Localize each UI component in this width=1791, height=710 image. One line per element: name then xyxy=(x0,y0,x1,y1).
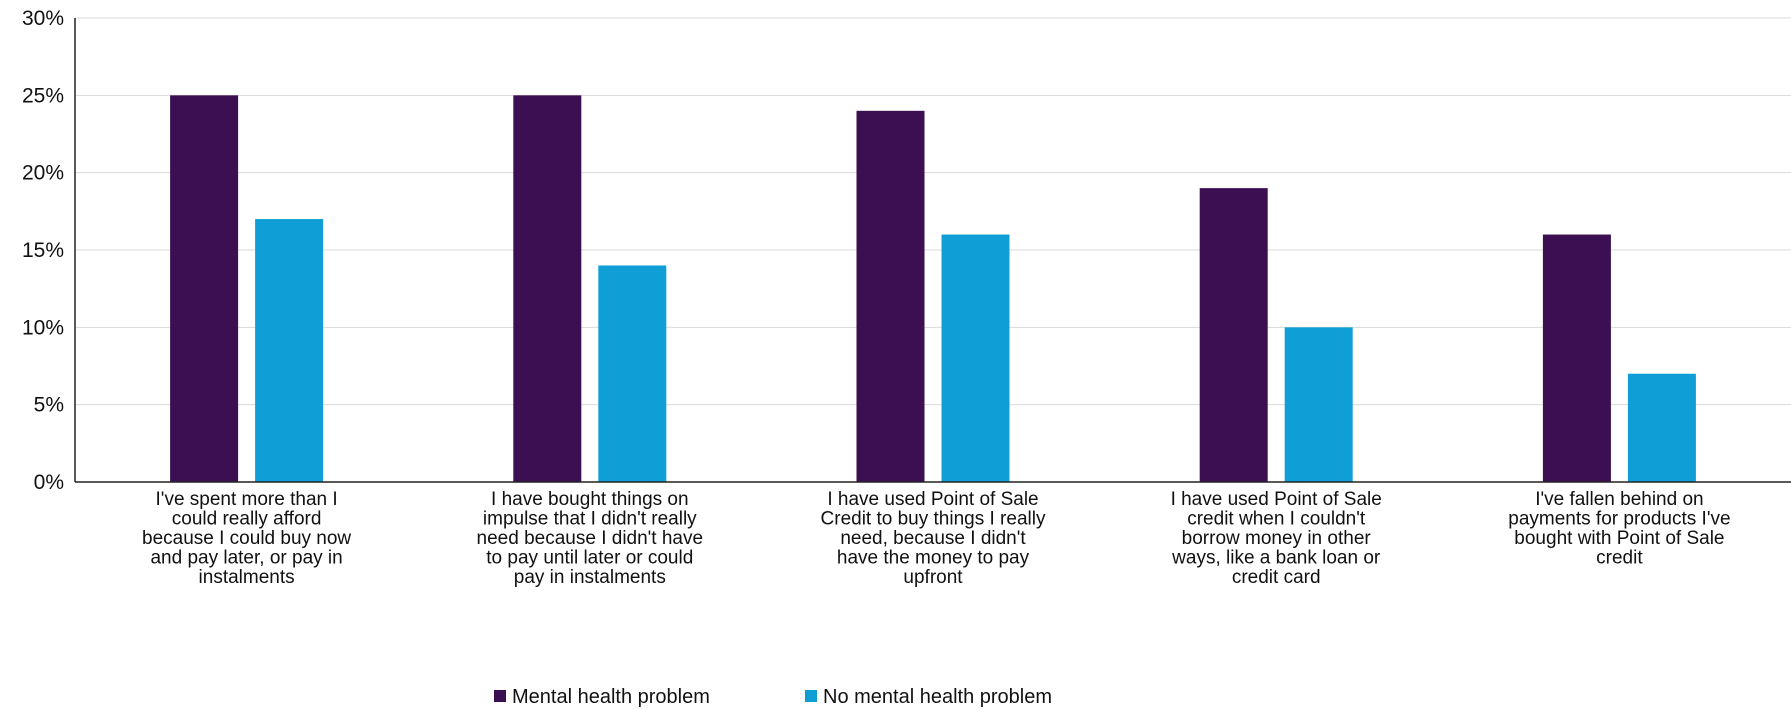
legend-swatch xyxy=(805,690,817,702)
y-tick-label: 5% xyxy=(34,394,64,417)
bars xyxy=(170,95,1696,483)
bar-mental-health-problem xyxy=(513,95,582,482)
x-category-label: I have used Point of Sale Credit to buy t… xyxy=(821,489,1046,588)
x-category-label: I have used Point of Sale credit when I c… xyxy=(1171,489,1382,588)
bar-mental-health-problem xyxy=(170,95,239,482)
x-category-label: I've fallen behind on payments for produc… xyxy=(1508,489,1730,569)
y-tick-label: 10% xyxy=(22,316,64,339)
axes xyxy=(74,18,1791,483)
x-category-label: I have bought things on impulse that I di… xyxy=(477,489,704,588)
bar-mental-health-problem xyxy=(1199,188,1268,482)
legend-label: No mental health problem xyxy=(823,686,1052,708)
y-tick-label: 20% xyxy=(22,162,64,185)
legend-swatch xyxy=(494,690,506,702)
y-tick-label: 15% xyxy=(22,239,64,262)
legend-label: Mental health problem xyxy=(512,686,710,708)
bar-no-mental-health-problem xyxy=(1627,373,1696,482)
bar-mental-health-problem xyxy=(856,110,925,483)
legend: Mental health problem No mental health pr… xyxy=(494,686,1052,708)
legend-item: Mental health problem xyxy=(494,686,710,708)
bar-no-mental-health-problem xyxy=(598,265,667,482)
bar-no-mental-health-problem xyxy=(255,219,324,483)
y-tick-label: 25% xyxy=(22,84,64,107)
gridlines xyxy=(75,17,1791,406)
bar-mental-health-problem xyxy=(1542,234,1611,482)
y-tick-label: 0% xyxy=(34,471,64,494)
labels: 0% 5% 10% 15% 20% 25% 30% I've spent more than … xyxy=(22,7,1731,588)
y-tick-label: 30% xyxy=(22,7,64,30)
bar-no-mental-health-problem xyxy=(1284,327,1353,482)
legend-item: No mental health problem xyxy=(805,686,1052,708)
bar-no-mental-health-problem xyxy=(941,234,1010,482)
